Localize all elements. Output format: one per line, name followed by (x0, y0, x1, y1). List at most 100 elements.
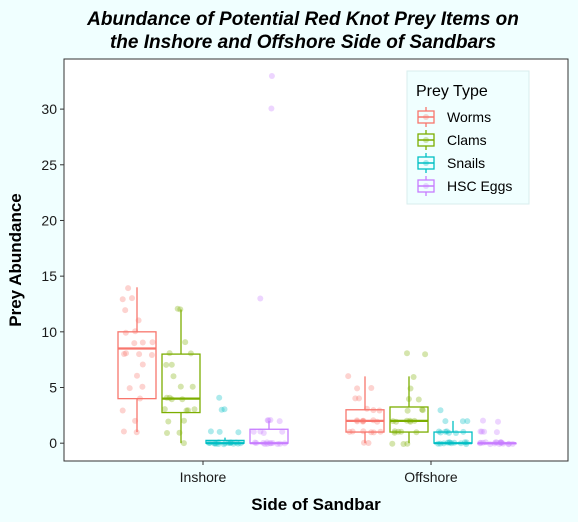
data-point (354, 417, 360, 424)
data-point (250, 428, 257, 435)
data-point (131, 340, 138, 347)
box-worms-inshore (117, 287, 157, 433)
box-snails-inshore (205, 437, 245, 445)
box-clams-inshore (161, 309, 201, 444)
data-point (404, 350, 410, 357)
data-point (345, 373, 352, 380)
data-point (122, 307, 129, 314)
data-point (435, 440, 442, 447)
data-point (349, 428, 356, 435)
y-tick-label: 20 (41, 212, 57, 228)
data-point (460, 428, 467, 435)
data-point (407, 385, 414, 392)
data-point (370, 429, 377, 436)
legend-label: HSC Eggs (447, 178, 512, 194)
data-point (411, 417, 418, 424)
data-point (453, 430, 459, 436)
data-point (478, 428, 485, 435)
data-point (376, 407, 383, 414)
data-point (446, 429, 452, 436)
data-point (463, 439, 470, 446)
data-point (267, 440, 274, 447)
data-point (487, 441, 494, 448)
data-point (482, 439, 489, 446)
data-point (268, 105, 275, 112)
data-point (120, 428, 127, 435)
data-point (264, 440, 271, 447)
data-point (505, 440, 512, 447)
data-point (161, 406, 168, 413)
data-point (419, 407, 426, 414)
data-point (361, 439, 367, 446)
data-point (497, 439, 504, 446)
data-point (253, 440, 260, 446)
data-point (132, 328, 139, 335)
y-tick-label: 25 (41, 157, 57, 173)
data-point (206, 440, 213, 446)
y-tick-label: 10 (41, 324, 57, 340)
data-point (252, 439, 258, 446)
box-iqr (389, 406, 429, 433)
data-point (266, 440, 273, 447)
data-point (391, 429, 398, 436)
data-point (268, 73, 275, 79)
data-point (368, 429, 375, 436)
data-point (177, 306, 184, 313)
data-point (222, 440, 229, 447)
data-point (442, 418, 449, 425)
y-tick-label: 5 (49, 380, 57, 396)
data-point (129, 295, 135, 302)
data-point (493, 439, 500, 446)
data-point (440, 440, 447, 447)
data-point (212, 440, 219, 447)
data-point (230, 440, 237, 447)
data-point (492, 439, 499, 446)
chart-subtitle: the Inshore and Offshore Side of Sandbar… (110, 32, 496, 53)
data-point (265, 417, 272, 424)
data-point (228, 439, 234, 446)
data-point (237, 440, 244, 447)
data-point (398, 428, 405, 435)
data-point (393, 418, 400, 425)
data-point (410, 374, 417, 380)
y-axis-title: Prey Abundance (6, 193, 25, 327)
legend-item-hsc-eggs: HSC Eggs (417, 176, 512, 196)
data-point (374, 418, 381, 425)
data-point (500, 440, 507, 447)
data-point (274, 441, 281, 447)
data-point (370, 407, 377, 414)
data-point (443, 428, 450, 435)
data-point (395, 428, 402, 435)
box-hsc-eggs-inshore (249, 420, 289, 445)
data-point (352, 395, 359, 402)
legend-key-point (423, 114, 429, 120)
data-point (216, 394, 223, 401)
data-point (264, 417, 271, 424)
data-point (276, 418, 283, 425)
data-point (437, 429, 444, 436)
data-point (174, 305, 181, 312)
data-point (444, 439, 451, 446)
data-point (437, 407, 444, 414)
data-point (177, 383, 184, 390)
data-point (215, 441, 222, 447)
data-point (435, 428, 442, 435)
legend-item-snails: Snails (417, 153, 485, 173)
data-point (356, 395, 362, 402)
data-point (404, 440, 411, 447)
box-worms-offshore (345, 376, 385, 444)
data-point (477, 439, 484, 446)
data-point (480, 439, 486, 446)
data-point (163, 361, 170, 368)
data-point (183, 407, 190, 414)
data-point (446, 439, 453, 446)
data-point (119, 407, 126, 414)
data-point (415, 396, 422, 403)
x-axis-title: Side of Sandbar (251, 495, 381, 514)
chart-title: Abundance of Potential Red Knot Prey Ite… (86, 9, 519, 30)
legend-label: Clams (447, 132, 487, 148)
data-point (235, 440, 241, 447)
legend-item-clams: Clams (417, 130, 487, 150)
data-point (168, 396, 175, 403)
data-point (187, 350, 194, 357)
